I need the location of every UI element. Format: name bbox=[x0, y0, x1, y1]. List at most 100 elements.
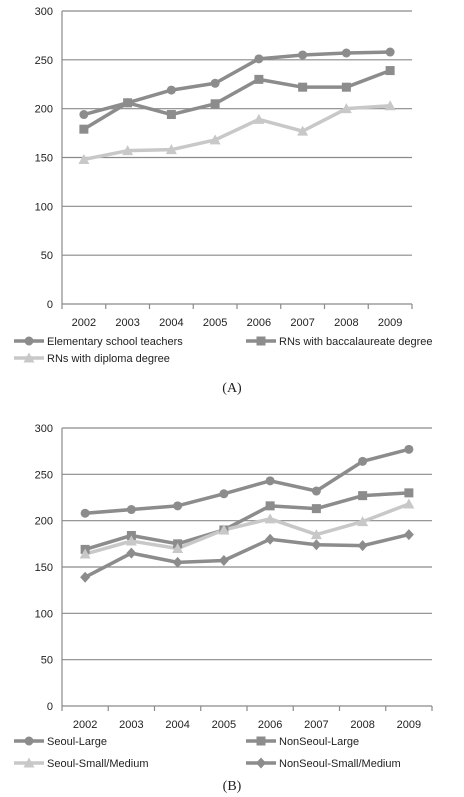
y-tick-label: 150 bbox=[35, 562, 53, 574]
series-4-point bbox=[172, 556, 183, 568]
series-3-point bbox=[218, 524, 230, 535]
series-4-point bbox=[311, 539, 322, 551]
panel-label: (A) bbox=[222, 381, 242, 396]
series-3-point bbox=[264, 513, 276, 524]
x-tick-label: 2003 bbox=[115, 317, 139, 329]
legend-swatch-marker bbox=[256, 736, 266, 746]
series-2-point bbox=[311, 504, 321, 514]
series-1-point bbox=[126, 505, 136, 515]
series-2-point bbox=[358, 491, 368, 501]
legend-swatch-marker bbox=[23, 757, 35, 768]
series-1-point bbox=[79, 110, 89, 120]
series-2-point bbox=[404, 488, 414, 498]
x-tick-label: 2006 bbox=[258, 719, 282, 731]
x-tick-label: 2008 bbox=[350, 719, 374, 731]
legend-entry: RNs with baccalaureate degree bbox=[279, 336, 432, 348]
y-tick-label: 150 bbox=[35, 153, 53, 165]
y-tick-label: 50 bbox=[41, 655, 53, 667]
series-4-point bbox=[126, 547, 137, 559]
legend-entry: NonSeoul-Large bbox=[279, 736, 359, 748]
x-tick-label: 2007 bbox=[304, 719, 328, 731]
series-3-point bbox=[78, 153, 90, 164]
panel-label: (B) bbox=[223, 779, 242, 794]
series-3-point bbox=[209, 134, 221, 145]
series-1-point bbox=[210, 78, 220, 88]
series-1-point bbox=[254, 54, 264, 64]
series-1-point bbox=[265, 476, 275, 486]
y-tick-label: 300 bbox=[35, 6, 53, 18]
series-2-point bbox=[123, 98, 133, 108]
series-2-point bbox=[210, 99, 220, 109]
series-1-point bbox=[166, 85, 176, 95]
x-tick-label: 2003 bbox=[119, 719, 143, 731]
series-line-3 bbox=[83, 103, 391, 162]
y-tick-label: 250 bbox=[35, 469, 53, 481]
x-tick-label: 2004 bbox=[165, 719, 189, 731]
series-1-point bbox=[404, 444, 414, 454]
series-2-point bbox=[265, 501, 275, 511]
series-4-point bbox=[218, 555, 229, 567]
y-tick-label: 200 bbox=[35, 104, 53, 116]
legend-swatch-marker bbox=[24, 336, 34, 346]
series-3-point bbox=[297, 125, 309, 136]
x-tick-label: 2002 bbox=[72, 317, 96, 329]
series-2-point bbox=[385, 66, 395, 76]
y-tick-label: 200 bbox=[35, 516, 53, 528]
legend-swatch-marker bbox=[256, 336, 266, 346]
chart-1: 0 50 100 150 200 250 300 2002 2003 2004 2005 2006 20… bbox=[14, 6, 432, 396]
series-1-point bbox=[385, 47, 395, 57]
x-tick-label: 2009 bbox=[397, 719, 421, 731]
series-2-point bbox=[166, 110, 176, 120]
series-line-2 bbox=[82, 68, 391, 131]
y-tick-label: 250 bbox=[35, 55, 53, 67]
series-line-1 bbox=[84, 447, 410, 515]
x-tick-label: 2004 bbox=[159, 317, 183, 329]
x-tick-label: 2006 bbox=[247, 317, 271, 329]
series-3-point bbox=[122, 145, 134, 156]
series-4-point bbox=[357, 540, 368, 552]
series-line-4 bbox=[84, 532, 410, 579]
series-3-point bbox=[310, 529, 322, 540]
chart-2: 0 50 100 150 200 250 300 2002 2003 2004 2005 2006 20… bbox=[14, 423, 433, 794]
x-tick-label: 2002 bbox=[73, 719, 97, 731]
series-2-point bbox=[341, 82, 351, 92]
legend-entry: Seoul-Small/Medium bbox=[47, 758, 148, 770]
legend-entry: Seoul-Large bbox=[47, 736, 107, 748]
series-3-point bbox=[403, 498, 415, 509]
series-1-point bbox=[80, 508, 90, 518]
legend-swatch-marker bbox=[256, 757, 266, 769]
series-4-point bbox=[265, 533, 276, 545]
x-tick-label: 2009 bbox=[378, 317, 402, 329]
x-tick-label: 2005 bbox=[212, 719, 236, 731]
series-2-point bbox=[254, 74, 264, 84]
series-1-point bbox=[358, 456, 368, 466]
legend-entry: NonSeoul-Small/Medium bbox=[279, 758, 401, 770]
series-line-2 bbox=[84, 491, 409, 552]
y-tick-label: 0 bbox=[47, 299, 53, 311]
legend-swatch-marker bbox=[24, 736, 34, 746]
y-tick-label: 300 bbox=[35, 423, 53, 435]
series-1-point bbox=[341, 48, 351, 58]
series-1-point bbox=[219, 489, 229, 499]
y-tick-label: 0 bbox=[47, 701, 53, 713]
series-line-3 bbox=[84, 502, 410, 556]
series-line-1 bbox=[83, 50, 391, 117]
y-tick-label: 100 bbox=[35, 608, 53, 620]
legend-entry: Elementary school teachers bbox=[47, 336, 183, 348]
series-3-point bbox=[384, 100, 396, 111]
series-1-point bbox=[173, 501, 183, 511]
series-3-point bbox=[79, 548, 91, 559]
series-1-point bbox=[311, 486, 321, 496]
series-3-point bbox=[253, 113, 265, 124]
series-3-point bbox=[357, 516, 369, 527]
legend-swatch-marker bbox=[23, 352, 35, 363]
series-1-point bbox=[298, 50, 308, 60]
series-3-point bbox=[172, 542, 184, 553]
y-tick-label: 100 bbox=[35, 201, 53, 213]
series-4-point bbox=[80, 571, 91, 583]
series-3-point bbox=[340, 103, 352, 114]
series-4-point bbox=[403, 529, 414, 541]
x-tick-label: 2005 bbox=[203, 317, 227, 329]
series-2-point bbox=[298, 82, 308, 92]
